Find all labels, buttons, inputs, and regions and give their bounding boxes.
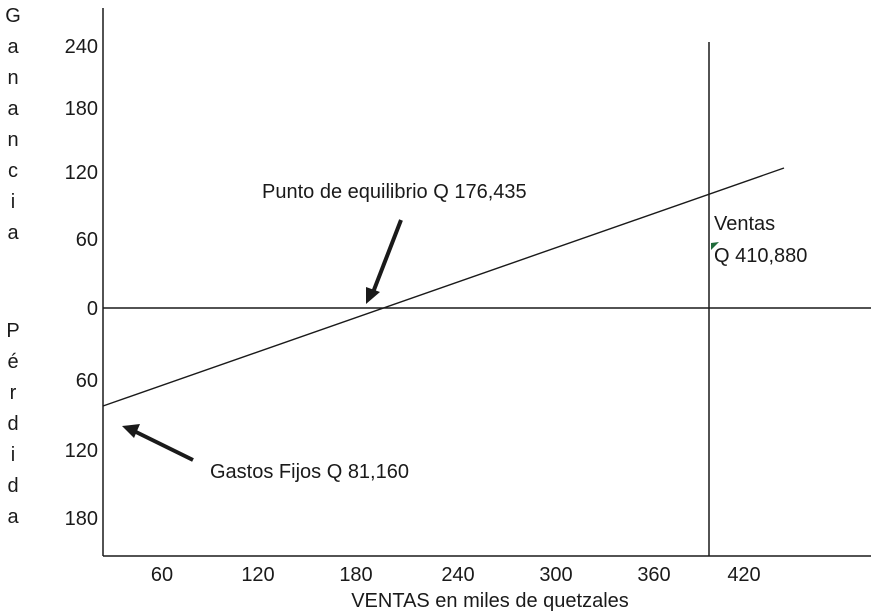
y-label-top-letter: a <box>7 98 19 120</box>
y-label-bottom-letter: i <box>11 444 15 466</box>
y-label-top-letter: n <box>7 129 18 151</box>
y-label-bottom-letter: r <box>10 382 17 404</box>
sales-marker <box>711 242 719 250</box>
y-tick-label: 60 <box>76 370 98 392</box>
y-tick-label: 240 <box>65 36 98 58</box>
x-tick-label: 420 <box>727 564 760 586</box>
y-tick-label: 180 <box>65 98 98 120</box>
y-tick-label: 120 <box>65 440 98 462</box>
y-label-top-letter: c <box>8 160 18 182</box>
axes <box>102 8 871 557</box>
breakeven-arrowhead <box>366 287 380 304</box>
sales-value-label: Q 410,880 <box>714 245 807 267</box>
profit-line <box>102 167 785 407</box>
x-tick-label: 180 <box>339 564 372 586</box>
y-label-top-letter: n <box>7 67 18 89</box>
annotations: Punto de equilibrio Q 176,435 Gastos Fij… <box>210 181 807 483</box>
x-tick-label: 60 <box>151 564 173 586</box>
y-label-top-letter: G <box>5 5 21 27</box>
sales-label: Ventas <box>714 213 775 235</box>
series <box>102 167 785 407</box>
y-label-bottom-letter: P <box>6 320 19 342</box>
fixed-costs-arrowhead <box>122 424 140 438</box>
y-label-bottom-letter: d <box>7 475 18 497</box>
fixed-costs-label: Gastos Fijos Q 81,160 <box>210 461 409 483</box>
y-tick-label: 60 <box>76 229 98 251</box>
x-tick-label: 300 <box>539 564 572 586</box>
y-label-top-letter: a <box>7 222 19 244</box>
y-label-bottom-letter: a <box>7 506 19 528</box>
breakeven-arrow-shaft <box>370 219 403 296</box>
y-tick-label: 180 <box>65 508 98 530</box>
fixed-costs-arrow-shaft <box>133 429 194 462</box>
y-tick-label: 0 <box>87 298 98 320</box>
breakeven-label: Punto de equilibrio Q 176,435 <box>262 181 527 203</box>
x-tick-label: 360 <box>637 564 670 586</box>
tick-labels: 60 120 180 240 300 360 420 240 180 120 60 0 60 120 180 <box>65 36 761 586</box>
y-label-top-letter: i <box>11 191 15 213</box>
y-label-bottom-letter: é <box>7 351 18 373</box>
y-label-top-letter: a <box>7 36 19 58</box>
y-label-bottom-letter: d <box>7 413 18 435</box>
x-tick-label: 240 <box>441 564 474 586</box>
x-axis-label: VENTAS en miles de quetzales <box>351 590 629 612</box>
x-tick-label: 120 <box>241 564 274 586</box>
y-tick-label: 120 <box>65 162 98 184</box>
